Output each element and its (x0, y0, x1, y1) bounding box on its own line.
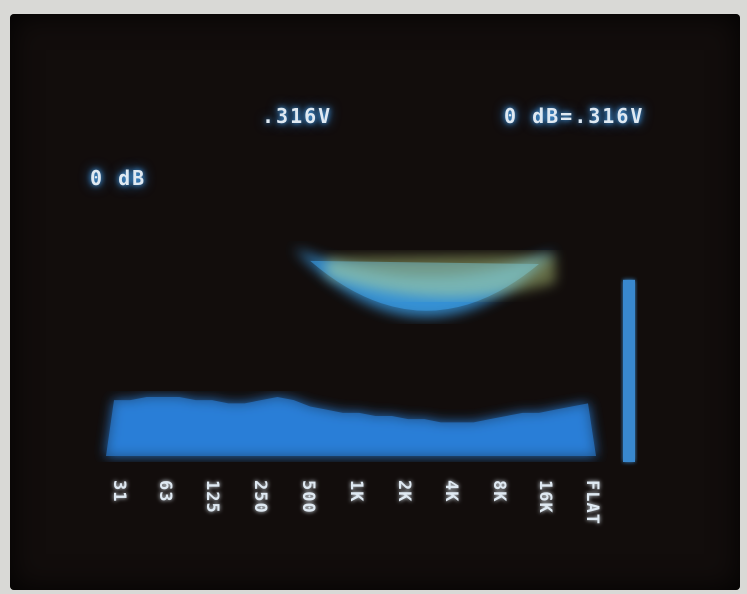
scale-label: 0 dB (90, 166, 147, 190)
tick-label: 250 (250, 480, 270, 514)
grid-lines (55, 72, 678, 456)
top-voltage-label: .316V (262, 104, 333, 128)
tick-label: 1K (346, 480, 366, 502)
spectrum-chart: 31 63 125 250 500 1K 2K 4K 8K 16K FLAT (55, 72, 678, 525)
tick-label: FLAT (582, 480, 602, 525)
reference-level-label: 0 dB=.316V (504, 104, 645, 128)
bar-layer (111, 121, 635, 462)
tick-label: 8K (489, 480, 509, 502)
tick-label: 500 (298, 480, 318, 514)
tick-label: 4K (441, 480, 461, 502)
tick-label: 16K (535, 480, 555, 514)
tick-label: 2K (394, 480, 414, 502)
tick-labels: 31 63 125 250 500 1K 2K 4K 8K 16K FLAT (109, 480, 602, 525)
analyzer-screen: 31 63 125 250 500 1K 2K 4K 8K 16K FLAT .316V 0 dB=… (10, 14, 740, 590)
flat-bar-fill (623, 279, 635, 462)
tick-label: 125 (202, 480, 222, 514)
tick-label: 31 (109, 480, 129, 502)
tick-label: 63 (155, 480, 175, 502)
